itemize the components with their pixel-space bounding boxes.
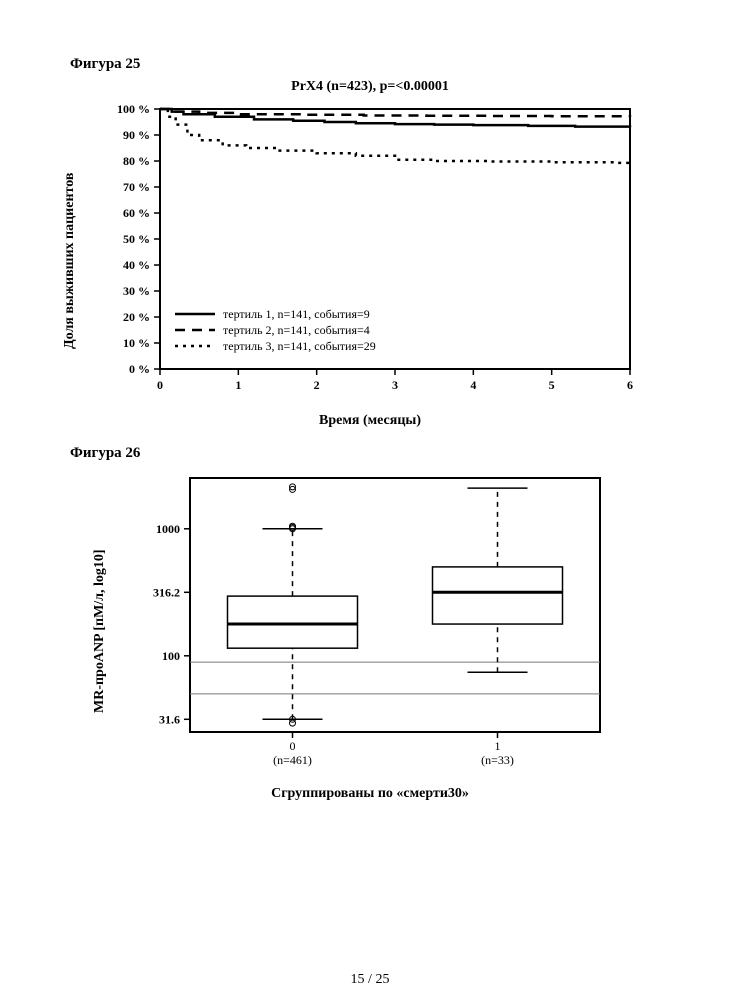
svg-text:1: 1 — [235, 378, 241, 392]
svg-text:31.6: 31.6 — [159, 712, 180, 726]
figure25-xlabel: Время (месяцы) — [90, 413, 650, 429]
figure26-label: Фигура 26 — [70, 445, 670, 462]
svg-text:100 %: 100 % — [117, 102, 150, 116]
svg-text:10 %: 10 % — [123, 336, 150, 350]
svg-text:70 %: 70 % — [123, 180, 150, 194]
svg-text:30 %: 30 % — [123, 284, 150, 298]
svg-text:0 %: 0 % — [129, 362, 150, 376]
svg-text:(n=461): (n=461) — [273, 753, 312, 767]
svg-text:80 %: 80 % — [123, 154, 150, 168]
svg-text:0: 0 — [290, 739, 296, 753]
svg-text:20 %: 20 % — [123, 310, 150, 324]
page-number: 15 / 25 — [351, 972, 390, 988]
figure26-chart: 31.6 100 316.2 1000 0(n=461) 1(n=33) — [120, 468, 620, 778]
svg-text:50 %: 50 % — [123, 232, 150, 246]
svg-text:3: 3 — [392, 378, 398, 392]
svg-text:4: 4 — [470, 378, 476, 392]
svg-text:1000: 1000 — [156, 522, 180, 536]
figure25-label: Фигура 25 — [70, 56, 670, 73]
svg-text:100: 100 — [162, 649, 180, 663]
svg-text:тертиль 3, n=141, события=29: тертиль 3, n=141, события=29 — [223, 339, 376, 353]
figure25-chart: 0 % 10 % 20 % 30 % 40 % 50 % 60 % 70 % 80 % 90 % 1… — [90, 99, 650, 409]
svg-text:40 %: 40 % — [123, 258, 150, 272]
svg-text:(n=33): (n=33) — [481, 753, 514, 767]
svg-text:316.2: 316.2 — [153, 585, 180, 599]
svg-text:5: 5 — [549, 378, 555, 392]
svg-text:60 %: 60 % — [123, 206, 150, 220]
svg-text:0: 0 — [157, 378, 163, 392]
figure25-title: PrX4 (n=423), p=<0.00001 — [70, 79, 670, 95]
svg-text:тертиль 1, n=141, события=9: тертиль 1, n=141, события=9 — [223, 307, 370, 321]
svg-text:2: 2 — [314, 378, 320, 392]
figure26-ylabel: MR-проANP [пМ/л, log10] — [92, 549, 108, 713]
svg-text:1: 1 — [495, 739, 501, 753]
figure26-xlabel: Сгруппированы по «смерти30» — [120, 786, 620, 802]
figure25-ylabel: Доля выживших пациентов — [62, 173, 78, 349]
svg-text:6: 6 — [627, 378, 633, 392]
svg-text:90 %: 90 % — [123, 128, 150, 142]
svg-text:тертиль 2, n=141, события=4: тертиль 2, n=141, события=4 — [223, 323, 370, 337]
